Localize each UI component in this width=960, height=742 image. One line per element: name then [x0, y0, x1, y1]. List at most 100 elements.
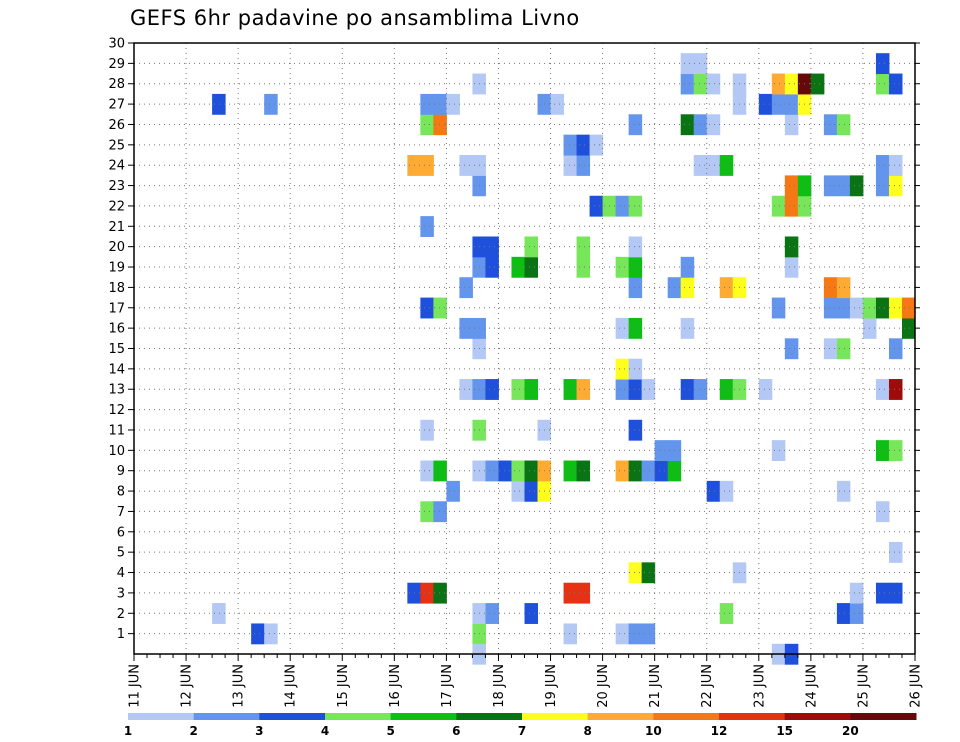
heatmap-cell — [628, 277, 643, 299]
y-axis: 1234567891011121314151617181920212223242… — [108, 37, 920, 642]
heatmap-cell — [693, 114, 708, 136]
heatmap-cell — [628, 562, 643, 584]
heatmap-cell — [615, 623, 630, 645]
heatmap-cell — [888, 379, 903, 400]
y-tick-label: 15 — [108, 342, 125, 357]
legend-label: 7 — [518, 724, 526, 738]
heatmap-cell — [563, 460, 578, 482]
y-tick-label: 5 — [117, 546, 125, 561]
heatmap-cell — [576, 582, 591, 604]
heatmap-cell — [836, 114, 851, 136]
x-tick-label: 19 JUN — [544, 664, 559, 708]
heatmap-cell — [641, 460, 656, 482]
legend-swatch — [390, 713, 457, 720]
heatmap-cell — [628, 460, 643, 482]
y-tick-label: 16 — [108, 322, 125, 337]
heatmap-cell — [836, 338, 851, 360]
heatmap-cell — [589, 134, 604, 156]
heatmap-cell — [264, 93, 278, 115]
heatmap-cell — [875, 501, 890, 523]
heatmap-cell — [875, 73, 890, 95]
heatmap-cell — [823, 277, 838, 299]
heatmap-cell — [485, 379, 499, 400]
legend-swatch — [193, 713, 260, 720]
x-axis: 11 JUN 12 JUN 13 JUN 14 JUN 15 JUN 16 JUN 17 J… — [128, 654, 924, 708]
heatmap-cell — [628, 379, 643, 400]
heatmap-cell — [758, 93, 773, 115]
heatmap-cell — [615, 317, 630, 339]
heatmap-cell — [823, 338, 838, 360]
heatmap-cell — [264, 623, 278, 645]
heatmap-cell — [719, 277, 734, 299]
heatmap-cell — [680, 256, 695, 278]
legend-label: 1 — [124, 724, 132, 738]
heatmap-cell — [849, 582, 864, 604]
heatmap-cell — [641, 562, 656, 584]
heatmap-cell — [563, 155, 578, 176]
heatmap-cell — [446, 480, 460, 502]
heatmap-cell — [459, 379, 473, 400]
y-tick-label: 6 — [117, 525, 125, 540]
heatmap-cell — [758, 379, 773, 400]
heatmap-cell — [485, 236, 499, 258]
y-tick-label: 20 — [108, 240, 125, 255]
y-tick-label: 22 — [108, 199, 125, 214]
heatmap-cell — [784, 175, 799, 197]
x-tick-label: 24 JUN — [804, 664, 819, 708]
y-tick-label: 29 — [108, 57, 125, 72]
legend-label: 4 — [321, 724, 329, 738]
heatmap-cell — [875, 440, 890, 462]
x-tick-label: 14 JUN — [284, 664, 299, 708]
heatmap-cell — [849, 603, 864, 624]
heatmap-cell — [693, 53, 708, 75]
y-tick-label: 27 — [108, 98, 125, 113]
y-tick-label: 2 — [117, 607, 125, 622]
heatmap-cell — [836, 480, 851, 502]
heatmap-cell — [420, 501, 434, 523]
heatmap-cell — [849, 175, 864, 197]
heatmap-cell — [693, 73, 708, 95]
y-tick-label: 11 — [108, 423, 125, 438]
heatmap-cell — [420, 114, 434, 136]
heatmap-cell — [628, 256, 643, 278]
y-tick-label: 26 — [108, 118, 125, 133]
heatmap-cell — [628, 358, 643, 380]
legend-swatch — [259, 713, 326, 720]
heatmap-cell — [784, 73, 799, 95]
heatmap-cell — [511, 256, 525, 278]
legend-swatch — [850, 713, 917, 720]
heatmap-cell — [459, 155, 473, 176]
legend-label: 20 — [842, 724, 859, 738]
legend-label: 3 — [255, 724, 263, 738]
heatmap-cell — [875, 379, 890, 400]
heatmap-cell — [706, 480, 721, 502]
legend-label: 5 — [386, 724, 394, 738]
x-tick-label: 23 JUN — [752, 664, 767, 708]
heatmap-cell — [628, 419, 643, 441]
heatmap-cell — [771, 440, 786, 462]
heatmap-cell — [420, 297, 434, 319]
legend-label: 12 — [711, 724, 728, 738]
heatmap-cell — [784, 256, 799, 278]
heatmap-cell — [836, 297, 851, 319]
heatmap-cell — [654, 440, 669, 462]
cells-layer — [212, 53, 916, 665]
x-tick-label: 26 JUN — [909, 664, 924, 708]
heatmap-cell — [680, 53, 695, 75]
legend-swatch — [325, 713, 392, 720]
heatmap-cell — [576, 155, 591, 176]
heatmap-cell — [615, 256, 630, 278]
heatmap-cell — [888, 175, 903, 197]
x-tick-label: 22 JUN — [700, 664, 715, 708]
heatmap-cell — [628, 317, 643, 339]
heatmap-cell — [550, 93, 565, 115]
heatmap-cell — [680, 379, 695, 400]
heatmap-cell — [433, 582, 447, 604]
heatmap-cell — [485, 603, 499, 624]
heatmap-cell — [433, 501, 447, 523]
heatmap-cell — [446, 93, 460, 115]
heatmap-cell — [433, 460, 447, 482]
heatmap-cell — [563, 623, 578, 645]
y-tick-label: 4 — [117, 566, 125, 581]
heatmap-cell — [589, 195, 604, 217]
